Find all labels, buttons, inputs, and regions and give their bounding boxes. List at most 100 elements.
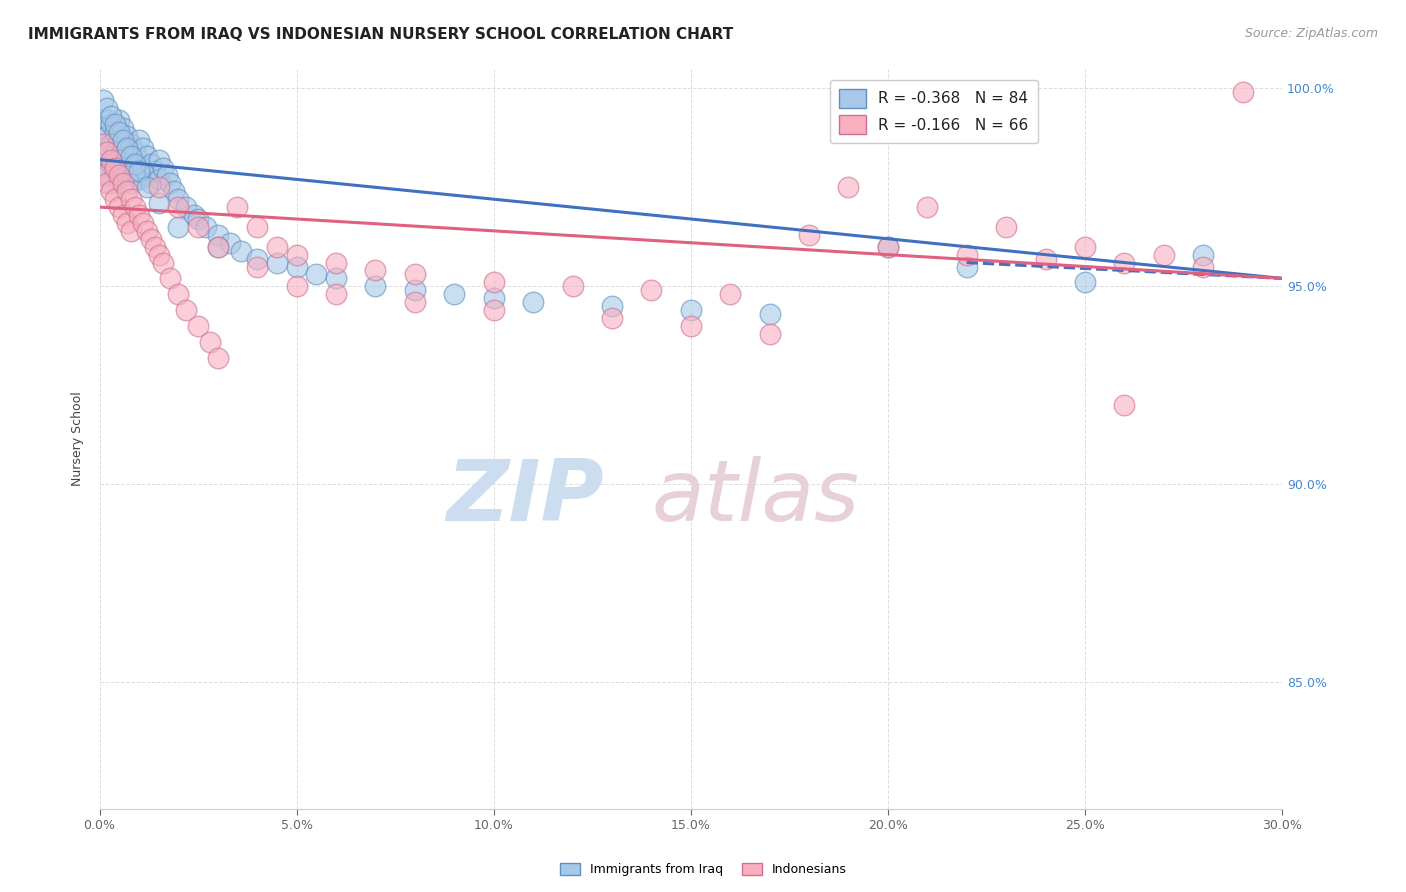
Point bbox=[1114, 255, 1136, 269]
Point bbox=[246, 252, 269, 266]
Point bbox=[96, 145, 118, 159]
Point bbox=[100, 184, 122, 198]
Point bbox=[96, 177, 118, 191]
Point bbox=[1232, 85, 1254, 99]
Point bbox=[124, 200, 146, 214]
Point bbox=[194, 219, 217, 234]
Point bbox=[956, 260, 979, 274]
Point bbox=[167, 287, 190, 301]
Point bbox=[148, 196, 170, 211]
Point bbox=[155, 169, 177, 183]
Point bbox=[120, 224, 142, 238]
Point bbox=[198, 334, 221, 349]
Point bbox=[187, 212, 209, 227]
Point bbox=[135, 180, 157, 194]
Point bbox=[231, 244, 253, 258]
Point bbox=[115, 169, 138, 183]
Point bbox=[100, 136, 122, 151]
Point bbox=[246, 219, 269, 234]
Point bbox=[1192, 247, 1215, 261]
Point bbox=[152, 161, 174, 175]
Point bbox=[266, 255, 288, 269]
Point bbox=[108, 172, 131, 186]
Point bbox=[404, 295, 426, 310]
Point bbox=[143, 164, 166, 178]
Point bbox=[108, 200, 131, 214]
Point bbox=[600, 310, 623, 325]
Point bbox=[108, 169, 131, 183]
Point bbox=[1192, 260, 1215, 274]
Point bbox=[96, 113, 118, 128]
Point bbox=[93, 136, 115, 151]
Point bbox=[115, 128, 138, 143]
Point bbox=[561, 279, 583, 293]
Point bbox=[876, 240, 898, 254]
Point bbox=[132, 216, 155, 230]
Point bbox=[139, 156, 162, 170]
Point bbox=[128, 164, 150, 178]
Text: Source: ZipAtlas.com: Source: ZipAtlas.com bbox=[1244, 27, 1378, 40]
Point bbox=[108, 153, 131, 167]
Point bbox=[93, 120, 115, 135]
Point bbox=[325, 255, 347, 269]
Point bbox=[104, 161, 127, 175]
Point bbox=[120, 192, 142, 206]
Point bbox=[266, 240, 288, 254]
Point bbox=[325, 287, 347, 301]
Point bbox=[285, 279, 308, 293]
Point bbox=[96, 128, 118, 143]
Point bbox=[148, 247, 170, 261]
Text: IMMIGRANTS FROM IRAQ VS INDONESIAN NURSERY SCHOOL CORRELATION CHART: IMMIGRANTS FROM IRAQ VS INDONESIAN NURSE… bbox=[28, 27, 734, 42]
Point bbox=[108, 113, 131, 128]
Point bbox=[93, 93, 115, 107]
Point bbox=[325, 271, 347, 285]
Point bbox=[226, 200, 249, 214]
Point bbox=[167, 219, 190, 234]
Point bbox=[115, 184, 138, 198]
Point bbox=[132, 141, 155, 155]
Point bbox=[167, 200, 190, 214]
Point bbox=[1035, 252, 1057, 266]
Point bbox=[93, 141, 115, 155]
Point bbox=[100, 117, 122, 131]
Point bbox=[443, 287, 465, 301]
Point bbox=[112, 133, 135, 147]
Point bbox=[93, 169, 115, 183]
Point bbox=[115, 148, 138, 162]
Point bbox=[917, 200, 939, 214]
Point bbox=[218, 235, 240, 250]
Point bbox=[174, 303, 197, 318]
Point bbox=[148, 153, 170, 167]
Point bbox=[758, 307, 780, 321]
Point bbox=[482, 303, 505, 318]
Point bbox=[100, 177, 122, 191]
Legend: Immigrants from Iraq, Indonesians: Immigrants from Iraq, Indonesians bbox=[554, 858, 852, 881]
Point bbox=[143, 240, 166, 254]
Point bbox=[163, 184, 186, 198]
Point bbox=[285, 260, 308, 274]
Point bbox=[718, 287, 741, 301]
Point bbox=[148, 180, 170, 194]
Point bbox=[93, 161, 115, 175]
Point bbox=[104, 117, 127, 131]
Point bbox=[120, 136, 142, 151]
Point bbox=[120, 156, 142, 170]
Point bbox=[482, 291, 505, 305]
Text: atlas: atlas bbox=[652, 457, 860, 540]
Point bbox=[148, 172, 170, 186]
Point bbox=[522, 295, 544, 310]
Point bbox=[1153, 247, 1175, 261]
Point bbox=[112, 120, 135, 135]
Point bbox=[482, 276, 505, 290]
Point bbox=[679, 318, 702, 333]
Point bbox=[124, 156, 146, 170]
Point bbox=[187, 318, 209, 333]
Point bbox=[758, 326, 780, 341]
Point bbox=[112, 177, 135, 191]
Point bbox=[995, 219, 1018, 234]
Point bbox=[100, 153, 122, 167]
Point bbox=[120, 177, 142, 191]
Point bbox=[364, 263, 387, 277]
Point bbox=[1114, 398, 1136, 412]
Point bbox=[159, 177, 181, 191]
